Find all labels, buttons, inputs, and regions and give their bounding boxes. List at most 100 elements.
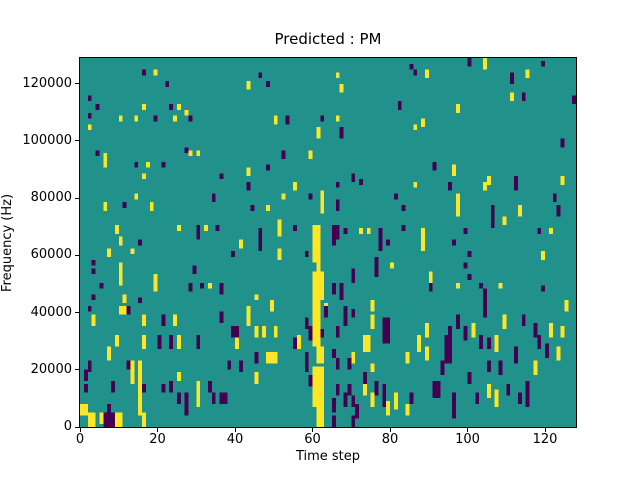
heatmap-cell-high	[386, 401, 390, 416]
heatmap-cell-high	[207, 282, 212, 289]
heatmap-cell-low	[231, 251, 235, 257]
heatmap-cell-low	[335, 181, 340, 188]
heatmap-cell-low	[169, 380, 173, 393]
heatmap-cell-high	[362, 380, 367, 396]
heatmap-cell-low	[142, 383, 146, 393]
heatmap-cell-low	[537, 334, 542, 350]
x-tick-label: 40	[226, 432, 244, 447]
heatmap-cell-low	[397, 101, 402, 110]
heatmap-cell-high	[405, 403, 410, 416]
heatmap-cell-low	[111, 380, 115, 393]
heatmap-cell-high	[196, 392, 201, 407]
heatmap-cell-high	[320, 190, 325, 214]
heatmap-cell-low	[161, 383, 166, 393]
heatmap-cell-low	[510, 72, 514, 84]
heatmap-cell-low	[448, 326, 452, 338]
heatmap-cell-low	[308, 193, 313, 200]
heatmap-cell-high	[262, 326, 266, 338]
heatmap-cell-high	[339, 83, 344, 93]
heatmap-cell-high	[273, 115, 278, 125]
heatmap-cell-high	[370, 392, 375, 407]
heatmap-cell-high	[312, 366, 325, 407]
heatmap-cell-low	[320, 115, 325, 122]
heatmap-cell-low	[525, 380, 530, 407]
heatmap-cell-low	[107, 403, 111, 416]
heatmap-cell-low	[479, 334, 483, 350]
heatmap-cell-low	[386, 239, 390, 246]
heatmap-cell-low	[467, 58, 472, 67]
x-tick-label: 80	[381, 432, 399, 447]
heatmap-cell-low	[382, 395, 387, 407]
heatmap-cell-high	[517, 205, 522, 217]
heatmap-cell-low	[91, 268, 96, 275]
heatmap-cell-low	[514, 346, 518, 364]
heatmap-cell-low	[475, 392, 480, 404]
y-tick-mark	[75, 426, 79, 428]
heatmap-cell-high	[188, 150, 193, 157]
heatmap-cell-high	[103, 202, 108, 211]
heatmap-cell-low	[246, 181, 251, 191]
heatmap-cell-high	[114, 225, 119, 234]
heatmap-cell-low	[169, 334, 173, 350]
heatmap-cell-high	[424, 323, 429, 338]
heatmap-cell-low	[188, 282, 193, 292]
heatmap-cell-low	[219, 282, 224, 295]
heatmap-cell-low	[95, 104, 100, 110]
heatmap-cell-low	[452, 239, 456, 246]
heatmap-cell-low	[138, 239, 142, 246]
heatmap-cell-high	[91, 314, 96, 327]
y-tick-label: 20000	[30, 361, 72, 377]
heatmap-cell-high	[556, 346, 561, 361]
heatmap-cell-high	[483, 181, 487, 191]
x-tick-label: 120	[532, 432, 558, 447]
heatmap-cell-low	[184, 147, 189, 154]
heatmap-cell-high	[103, 153, 108, 168]
heatmap-cell-low	[347, 357, 352, 370]
heatmap-plot-area	[79, 57, 577, 428]
y-tick-label: 40000	[30, 304, 72, 320]
heatmap-cell-high	[118, 305, 127, 315]
heatmap-cell-low	[409, 63, 414, 70]
heatmap-cell-low	[126, 360, 131, 370]
heatmap-cell-high	[494, 389, 499, 407]
heatmap-cell-high	[87, 124, 92, 131]
heatmap-cell-high	[297, 334, 301, 350]
heatmap-cell-high	[114, 334, 119, 347]
heatmap-cell-low	[219, 392, 228, 404]
heatmap-cell-low	[91, 259, 96, 266]
heatmap-cell-low	[196, 334, 201, 350]
heatmap-cell-high	[316, 346, 325, 364]
heatmap-cell-high	[235, 337, 239, 350]
heatmap-cell-low	[541, 285, 545, 292]
heatmap-cell-low	[552, 193, 557, 203]
heatmap-cell-low	[351, 395, 356, 407]
heatmap-cell-low	[486, 360, 491, 373]
heatmap-cell-low	[486, 337, 491, 350]
heatmap-cell-low	[293, 225, 297, 231]
heatmap-cell-low	[157, 334, 162, 350]
heatmap-cell-high	[176, 225, 181, 231]
heatmap-cell-low	[304, 251, 309, 257]
heatmap-cell-high	[312, 225, 321, 263]
heatmap-cell-low	[196, 225, 201, 240]
heatmap-cell-low	[432, 161, 437, 171]
y-tick-mark	[75, 197, 79, 199]
heatmap-cell-low	[83, 383, 88, 393]
heatmap-cell-high	[560, 326, 565, 338]
heatmap-cell-low	[393, 193, 398, 200]
heatmap-cell-low	[483, 288, 487, 312]
heatmap-cell-low	[382, 383, 387, 396]
heatmap-cell-low	[537, 228, 542, 234]
heatmap-cell-high	[560, 176, 565, 185]
heatmap-cell-low	[463, 326, 468, 341]
heatmap-cell-low	[541, 60, 545, 67]
heatmap-cell-low	[331, 415, 336, 427]
heatmap-cell-low	[308, 375, 313, 387]
heatmap-cell-low	[351, 308, 356, 318]
x-axis-label: Time step	[295, 449, 361, 464]
heatmap-cell-low	[169, 104, 173, 110]
heatmap-cell-low	[254, 352, 259, 364]
heatmap-cell-low	[215, 225, 220, 231]
heatmap-cell-high	[502, 216, 507, 226]
